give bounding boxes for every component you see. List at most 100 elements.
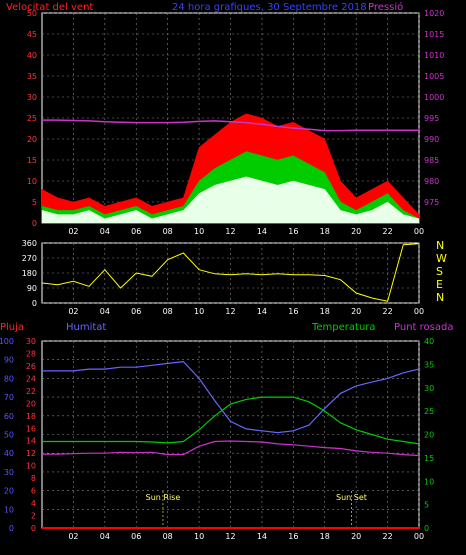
compass-label-3: E	[436, 278, 443, 291]
dir-x-tick-18: 18	[320, 307, 330, 316]
pressure-y-tick-1010: 1010	[424, 51, 444, 60]
climate-grid	[42, 340, 420, 529]
rain-y-tick-12: 12	[26, 449, 36, 458]
temp-y-tick-40: 40	[424, 337, 434, 346]
climate-line-punt-rosada	[42, 440, 420, 457]
humidity-y-tick-80: 80	[4, 374, 14, 383]
wind-x-tick-02: 02	[68, 227, 78, 236]
wind-y-tick-5: 5	[32, 198, 37, 207]
rain-y-tick-14: 14	[26, 437, 36, 446]
humidity-y-tick-90: 90	[4, 356, 14, 365]
rain-y-tick-8: 8	[31, 474, 36, 483]
wind-x-tick-10: 10	[194, 227, 204, 236]
compass-label-1: W	[436, 252, 447, 265]
temp-y-tick-0: 0	[424, 524, 429, 533]
rain-y-tick-6: 6	[31, 487, 36, 496]
wind-y-tick-15: 15	[27, 156, 37, 165]
temp-y-tick-15: 15	[424, 454, 434, 463]
rain-y-tick-26: 26	[26, 362, 36, 371]
pressure-y-tick-980: 980	[424, 177, 439, 186]
pressure-y-tick-1020: 1020	[424, 9, 444, 18]
humidity-y-tick-30: 30	[4, 468, 14, 477]
wind-y-tick-0: 0	[32, 219, 37, 228]
humidity-y-tick-0: 0	[9, 524, 14, 533]
compass-label-4: N	[436, 291, 444, 304]
wind-y-tick-50: 50	[27, 9, 37, 18]
rain-y-tick-18: 18	[26, 412, 36, 421]
dir-x-tick-14: 14	[257, 307, 267, 316]
rain-y-tick-16: 16	[26, 424, 36, 433]
direction-grid	[42, 242, 420, 304]
wind-y-tick-35: 35	[27, 72, 37, 81]
rain-y-tick-4: 4	[31, 499, 36, 508]
dew-point-axis-label: Punt rosada	[394, 322, 453, 333]
pressure-y-tick-1000: 1000	[424, 93, 444, 102]
climate-axes: 0102030405060708090100024681012141618202…	[0, 337, 434, 541]
dir-x-tick-12: 12	[225, 307, 235, 316]
climate-x-tick-06: 06	[131, 532, 141, 541]
sun-annotation-0: Sun Rise	[146, 493, 181, 502]
temp-y-tick-35: 35	[424, 360, 434, 369]
dir-x-tick-02: 02	[68, 307, 78, 316]
climate-marks	[42, 360, 420, 529]
wind-x-tick-14: 14	[257, 227, 267, 236]
climate-x-tick-08: 08	[163, 532, 173, 541]
dir-y-tick-360: 360	[22, 239, 37, 248]
wind-y-tick-30: 30	[27, 93, 37, 102]
climate-x-tick-14: 14	[257, 532, 267, 541]
wind-x-tick-06: 06	[131, 227, 141, 236]
pressure-y-tick-985: 985	[424, 156, 439, 165]
rain-y-tick-10: 10	[26, 462, 36, 471]
temperature-axis-label: Temperatura	[311, 322, 376, 333]
sun-annotation-1: Sun Set	[336, 493, 367, 502]
wind-y-tick-25: 25	[27, 114, 37, 123]
climate-x-tick-02: 02	[68, 532, 78, 541]
humidity-y-tick-50: 50	[4, 431, 14, 440]
climate-line-temperatura	[42, 396, 420, 445]
humidity-y-tick-100: 100	[0, 337, 14, 346]
rain-y-tick-2: 2	[31, 512, 36, 521]
dir-x-tick-08: 08	[163, 307, 173, 316]
wind-x-tick-22: 22	[382, 227, 392, 236]
rain-y-tick-24: 24	[26, 374, 36, 383]
rain-y-tick-0: 0	[31, 524, 36, 533]
climate-x-tick-10: 10	[194, 532, 204, 541]
humidity-y-tick-60: 60	[4, 412, 14, 421]
rain-y-tick-20: 20	[26, 399, 36, 408]
rain-y-tick-22: 22	[26, 387, 36, 396]
temp-y-tick-25: 25	[424, 407, 434, 416]
wind-y-tick-10: 10	[27, 177, 37, 186]
dir-x-tick-20: 20	[351, 307, 361, 316]
dir-y-tick-90: 90	[27, 284, 37, 293]
climate-x-tick-22: 22	[382, 532, 392, 541]
pressure-line	[42, 119, 419, 132]
wind-y-tick-40: 40	[27, 51, 37, 60]
dir-x-tick-00: 00	[414, 307, 424, 316]
rain-y-tick-28: 28	[26, 349, 36, 358]
climate-x-tick-16: 16	[288, 532, 298, 541]
climate-line-humitat	[42, 360, 420, 434]
dir-y-tick-270: 270	[22, 254, 37, 263]
wind-x-tick-04: 04	[100, 227, 110, 236]
dir-y-tick-0: 0	[32, 299, 37, 308]
wind-x-tick-08: 08	[163, 227, 173, 236]
pressure-y-tick-995: 995	[424, 114, 439, 123]
wind-x-tick-18: 18	[320, 227, 330, 236]
wind-axes: 0510152025303540455097598098599099510001…	[27, 9, 445, 236]
humidity-y-tick-20: 20	[4, 487, 14, 496]
humidity-axis-label: Humitat	[66, 322, 106, 333]
pressure-label: Pressió	[368, 1, 403, 13]
dir-x-tick-16: 16	[288, 307, 298, 316]
wind-x-tick-20: 20	[351, 227, 361, 236]
humidity-y-tick-10: 10	[4, 505, 14, 514]
climate-x-tick-00: 00	[414, 532, 424, 541]
dir-y-tick-180: 180	[22, 269, 37, 278]
climate-x-tick-18: 18	[320, 532, 330, 541]
wind-marks	[41, 113, 420, 224]
chart-title: 24 hora grafiques, 30 Septembre 2018	[172, 2, 367, 13]
temp-y-tick-30: 30	[424, 384, 434, 393]
pressure-y-tick-975: 975	[424, 198, 439, 207]
climate-x-tick-04: 04	[100, 532, 110, 541]
